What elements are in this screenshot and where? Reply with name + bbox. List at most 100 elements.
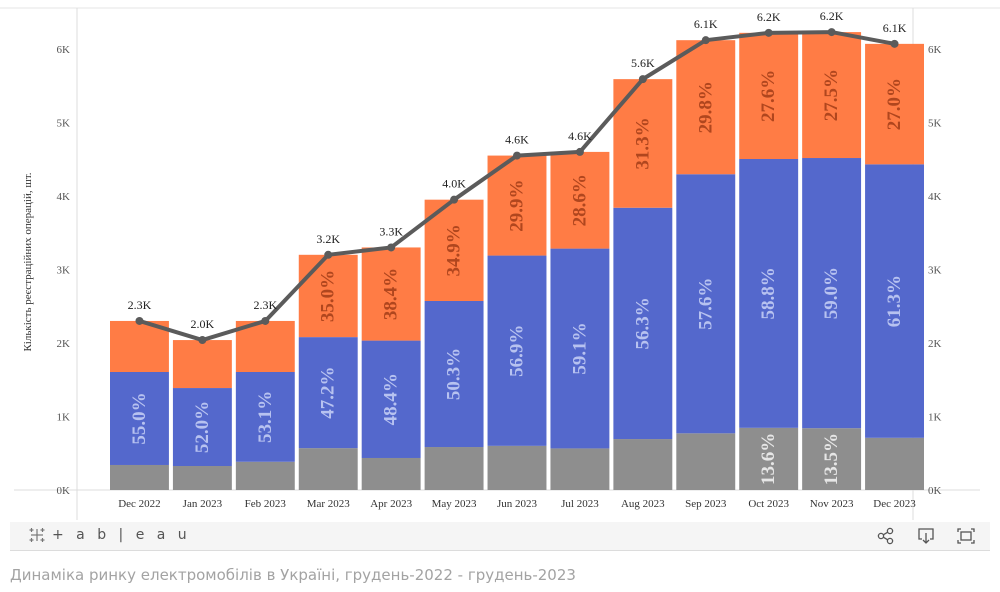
bar-segment-grey[interactable] [487,445,547,490]
total-label: 5.6K [631,56,655,70]
total-label: 2.3K [253,298,277,312]
bar-segment-blue[interactable] [487,255,547,446]
y-tick-right: 5K [928,118,942,130]
x-tick-label: Aug 2023 [621,498,665,510]
total-label: 3.3K [379,224,403,238]
bar-segment-orange[interactable] [550,151,610,249]
bar-apr-2023[interactable]: 48.4% 38.4% [361,247,421,490]
total-point[interactable] [450,195,459,204]
bar-dec-2022[interactable]: 55.0% [110,320,169,490]
bar-feb-2023[interactable]: 53.1% [235,320,295,490]
y-tick-left: 4K [57,191,71,203]
bar-segment-grey[interactable] [550,448,610,490]
y-tick-right: 2K [928,338,942,350]
bar-segment-grey[interactable] [172,466,232,490]
total-point[interactable] [261,316,270,325]
bar-segment-blue[interactable] [361,340,421,458]
total-label: 6.2K [820,9,844,23]
total-point[interactable] [135,316,144,325]
bar-jun-2023[interactable]: 56.9% 29.9% [487,155,547,490]
bar-segment-orange[interactable] [361,247,421,341]
total-label: 6.1K [694,17,718,31]
bar-jul-2023[interactable]: 59.1% 28.6% [550,151,610,490]
bar-may-2023[interactable]: 50.3% 34.9% [424,199,484,490]
total-point[interactable] [513,151,521,160]
bar-segment-blue[interactable] [235,372,295,462]
bar-segment-grey[interactable] [739,427,799,490]
bar-segment-orange[interactable] [739,32,799,160]
bar-segment-orange[interactable] [235,320,295,373]
segment-label-blue: 48.4% [381,373,402,425]
segment-label-orange: 27.0% [884,78,905,130]
bar-segment-grey[interactable] [110,464,169,490]
bar-segment-blue[interactable] [550,248,610,449]
bars-layer: 55.0% 52.0% 53.1% 47.2% 35.0% 48.4% 38.4% 50.3%… [110,32,924,490]
x-tick-label: Oct 2023 [748,498,789,510]
total-point[interactable] [764,28,773,37]
bar-segment-blue[interactable] [172,388,232,467]
bar-oct-2023[interactable]: 13.6% 58.8% 27.6% [739,32,799,490]
bar-segment-grey[interactable] [802,428,862,490]
bar-segment-blue[interactable] [739,159,799,428]
fullscreen-icon[interactable] [956,527,976,545]
bar-segment-orange[interactable] [487,155,547,256]
bar-segment-blue[interactable] [865,164,924,438]
segment-label-blue: 47.2% [318,367,339,419]
x-axis: Dec 2022 Jan 2023 Feb 2023 Mar 2023 Apr 2023… [118,498,916,510]
total-point[interactable] [387,243,396,252]
x-tick-label: Dec 2023 [873,498,916,510]
bar-segment-blue[interactable] [298,337,358,449]
y-tick-left: 3K [57,265,71,277]
bar-sep-2023[interactable]: 57.6% 29.8% [676,40,736,490]
bar-segment-blue[interactable] [110,372,169,465]
total-point[interactable] [638,75,647,84]
x-tick-label: Feb 2023 [245,498,287,510]
bar-segment-grey[interactable] [424,447,484,490]
bar-segment-grey[interactable] [613,439,673,490]
bar-segment-grey[interactable] [235,461,295,490]
y-axis-left: 0K 1K 2K 3K 4K 5K 6K [57,44,71,497]
bar-segment-blue[interactable] [613,207,673,440]
total-point[interactable] [324,250,333,259]
total-point[interactable] [827,28,836,37]
total-line-layer: 2.3K 2.0K 2.3K 3.2K 3.3K 4.0K 4.6K 4.6K 5.6K 6.1K… [128,9,907,345]
total-label: 4.6K [568,129,592,143]
tableau-logo[interactable]: + a b | e a u [28,526,191,544]
chart-caption: Динаміка ринку електромобілів в Україні,… [10,566,576,584]
x-tick-label: Sep 2023 [685,498,727,510]
bar-segment-orange[interactable] [298,254,358,338]
total-point[interactable] [198,336,207,345]
bar-jan-2023[interactable]: 52.0% [172,340,232,490]
segment-label-blue: 61.3% [884,275,905,327]
total-point[interactable] [701,36,710,45]
total-point[interactable] [890,39,899,48]
bar-segment-grey[interactable] [865,437,924,490]
segment-label-orange: 28.6% [569,174,590,226]
download-icon[interactable] [916,527,936,545]
total-label: 6.2K [757,10,781,24]
segment-label-blue: 57.6% [695,278,716,330]
total-point[interactable] [575,147,584,156]
bar-nov-2023[interactable]: 13.5% 59.0% 27.5% [802,32,862,490]
bar-mar-2023[interactable]: 47.2% 35.0% [298,254,358,490]
bar-aug-2023[interactable]: 56.3% 31.3% [613,79,673,490]
bar-segment-orange[interactable] [865,43,924,165]
bar-segment-blue[interactable] [424,300,484,448]
bar-segment-grey[interactable] [361,457,421,490]
y-tick-right: 6K [928,44,942,56]
bar-segment-grey[interactable] [676,433,736,490]
bar-segment-orange[interactable] [172,340,232,389]
segment-label-blue: 56.9% [507,325,528,377]
segment-label-orange: 31.3% [632,117,653,169]
bar-segment-blue[interactable] [802,158,862,429]
bar-segment-grey[interactable] [298,448,358,490]
segment-label-blue: 52.0% [192,401,213,453]
bar-segment-blue[interactable] [676,174,736,434]
bar-dec-2023[interactable]: 61.3% 27.0% [865,43,924,490]
bar-segment-orange[interactable] [802,32,862,159]
y-tick-right: 0K [928,485,942,497]
y-axis-title: Кількість реєстраційних операцій, шт. [22,172,34,351]
bar-segment-orange[interactable] [676,40,736,175]
bar-segment-orange[interactable] [110,320,169,373]
share-icon[interactable] [876,527,896,545]
